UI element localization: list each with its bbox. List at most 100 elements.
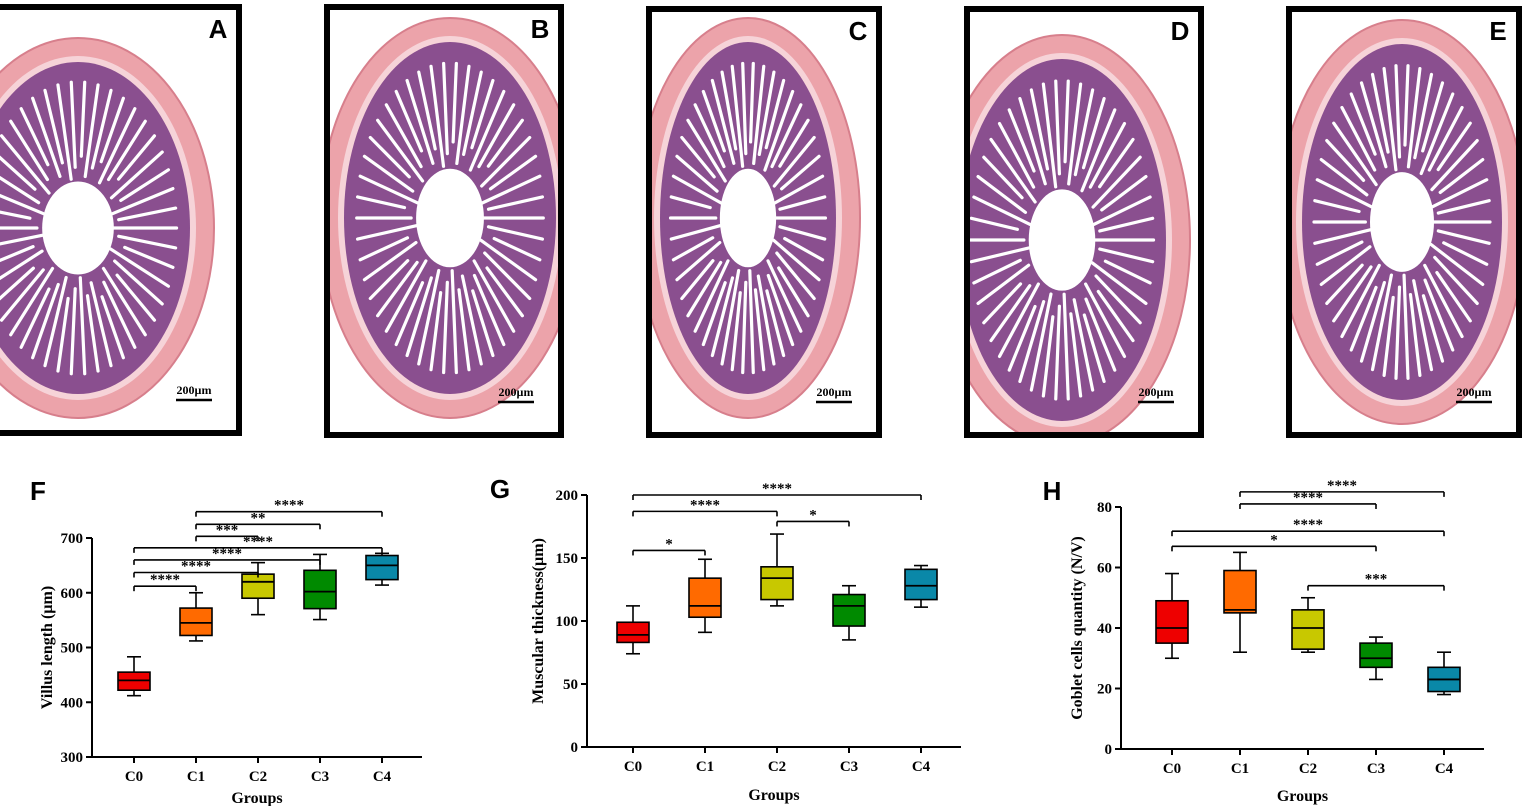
significance-bracket: * xyxy=(776,507,850,527)
iqr-box xyxy=(1291,609,1325,650)
iqr-box xyxy=(760,566,794,601)
significance-label: **** xyxy=(150,572,180,588)
micrograph-row: A 200µm B 200µm C 200µm D 200µm E 200µm xyxy=(0,4,1522,438)
significance-bracket: **** xyxy=(632,481,922,500)
significance-bracket: * xyxy=(1171,532,1377,552)
significance-bracket: **** xyxy=(195,498,383,517)
panel-frame xyxy=(646,6,882,438)
significance-label: *** xyxy=(1365,572,1388,588)
significance-bracket: **** xyxy=(632,497,778,517)
iqr-box xyxy=(616,621,650,644)
y-tick-label: 80 xyxy=(1097,500,1112,516)
x-tick-label: C3 xyxy=(1367,761,1385,777)
panel-letter: H xyxy=(1043,476,1062,506)
panel-frame xyxy=(0,4,242,436)
box-c2 xyxy=(241,561,275,616)
x-tick-label: C2 xyxy=(768,759,786,775)
x-axis-title: Groups xyxy=(231,790,282,806)
x-axis-title: Groups xyxy=(748,787,799,804)
x-tick-label: C1 xyxy=(696,759,714,775)
box-c0 xyxy=(616,605,650,655)
scale-label: 200µm xyxy=(499,385,534,399)
y-tick-label: 500 xyxy=(61,641,84,657)
x-tick-label: C1 xyxy=(187,769,205,785)
scale-label: 200µm xyxy=(177,383,212,397)
y-axis-title: Muscular thickness(µm) xyxy=(530,538,547,704)
panel-frame xyxy=(324,4,564,438)
iqr-box xyxy=(1223,569,1257,614)
scale-label: 200µm xyxy=(1139,385,1174,399)
significance-bracket: **** xyxy=(1171,517,1445,537)
y-axis-title: Villus length (µm) xyxy=(39,586,56,709)
chart-g: G 0 50 100 150 200 C0 C1 C2 C3 C4 Groups Muscular th… xyxy=(490,474,961,804)
box-c1 xyxy=(688,558,722,634)
y-tick-label: 700 xyxy=(61,531,84,547)
x-tick-label: C0 xyxy=(624,759,642,775)
micrograph-panel-d: D 200µm xyxy=(964,6,1204,438)
panel-letter: G xyxy=(490,474,510,504)
villi xyxy=(355,61,545,375)
panel-letter: F xyxy=(30,476,46,506)
villi xyxy=(1312,64,1492,380)
x-tick-label: C1 xyxy=(1231,761,1249,777)
y-tick-label: 200 xyxy=(556,488,579,504)
villi xyxy=(968,79,1156,401)
x-tick-label: C4 xyxy=(1435,761,1454,777)
significance-bracket: **** xyxy=(1239,478,1445,497)
scale-label: 200µm xyxy=(1457,385,1492,399)
significance-bracket: **** xyxy=(133,558,259,578)
y-tick-label: 100 xyxy=(556,614,579,630)
lumen xyxy=(719,168,777,268)
box-c3 xyxy=(303,553,337,621)
iqr-box xyxy=(832,593,866,627)
significance-label: ** xyxy=(251,510,266,526)
y-tick-label: 300 xyxy=(61,750,84,766)
x-tick-label: C2 xyxy=(249,769,267,785)
iqr-box xyxy=(1155,599,1189,644)
y-tick-label: 150 xyxy=(556,551,579,567)
significance-label: **** xyxy=(1293,490,1323,506)
micrograph-panel-e: E 200µm xyxy=(1286,6,1522,438)
y-tick-label: 0 xyxy=(1105,742,1113,758)
iqr-box xyxy=(904,568,938,601)
micrograph-panel-b: B 200µm xyxy=(324,4,564,438)
y-tick-label: 20 xyxy=(1097,682,1112,698)
y-tick-label: 50 xyxy=(563,677,578,693)
significance-label: **** xyxy=(212,546,242,562)
box-c2 xyxy=(1291,596,1325,654)
significance-label: **** xyxy=(181,558,211,574)
x-axis-title: Groups xyxy=(1277,788,1328,805)
lumen xyxy=(1028,189,1096,291)
box-c4 xyxy=(365,552,399,586)
panel-frame xyxy=(1286,6,1522,438)
y-tick-label: 0 xyxy=(571,740,579,756)
significance-label: **** xyxy=(1327,478,1357,494)
lumen xyxy=(42,181,114,275)
x-tick-label: C4 xyxy=(373,769,392,785)
chart-h: H 0 20 40 60 80 C0 C1 C2 C3 C4 Groups Goblet cells q… xyxy=(1043,476,1484,805)
iqr-box xyxy=(1359,642,1393,669)
box-c3 xyxy=(1359,636,1393,681)
box-c1 xyxy=(179,591,213,642)
panel-frame xyxy=(964,6,1204,438)
significance-bracket: ** xyxy=(195,510,321,530)
x-tick-label: C4 xyxy=(912,759,931,775)
significance-bracket: **** xyxy=(1239,490,1377,509)
villi xyxy=(0,80,179,376)
box-c0 xyxy=(1155,572,1189,660)
iqr-box xyxy=(365,554,399,581)
box-c3 xyxy=(832,584,866,641)
panel-letter: B xyxy=(531,14,550,44)
micrograph-panel-c: C 200µm xyxy=(646,6,882,438)
y-axis-title: Goblet cells quantity (N/V) xyxy=(1069,536,1086,720)
significance-label: * xyxy=(1270,532,1278,548)
x-tick-label: C0 xyxy=(1163,761,1181,777)
significance-bracket: *** xyxy=(1307,572,1445,591)
box-c4 xyxy=(1427,651,1461,696)
panel-letter: E xyxy=(1489,16,1506,46)
micrograph-panel-a: A 200µm xyxy=(0,4,242,436)
box-c0 xyxy=(117,656,151,697)
iqr-box xyxy=(179,607,213,637)
x-tick-label: C2 xyxy=(1299,761,1317,777)
